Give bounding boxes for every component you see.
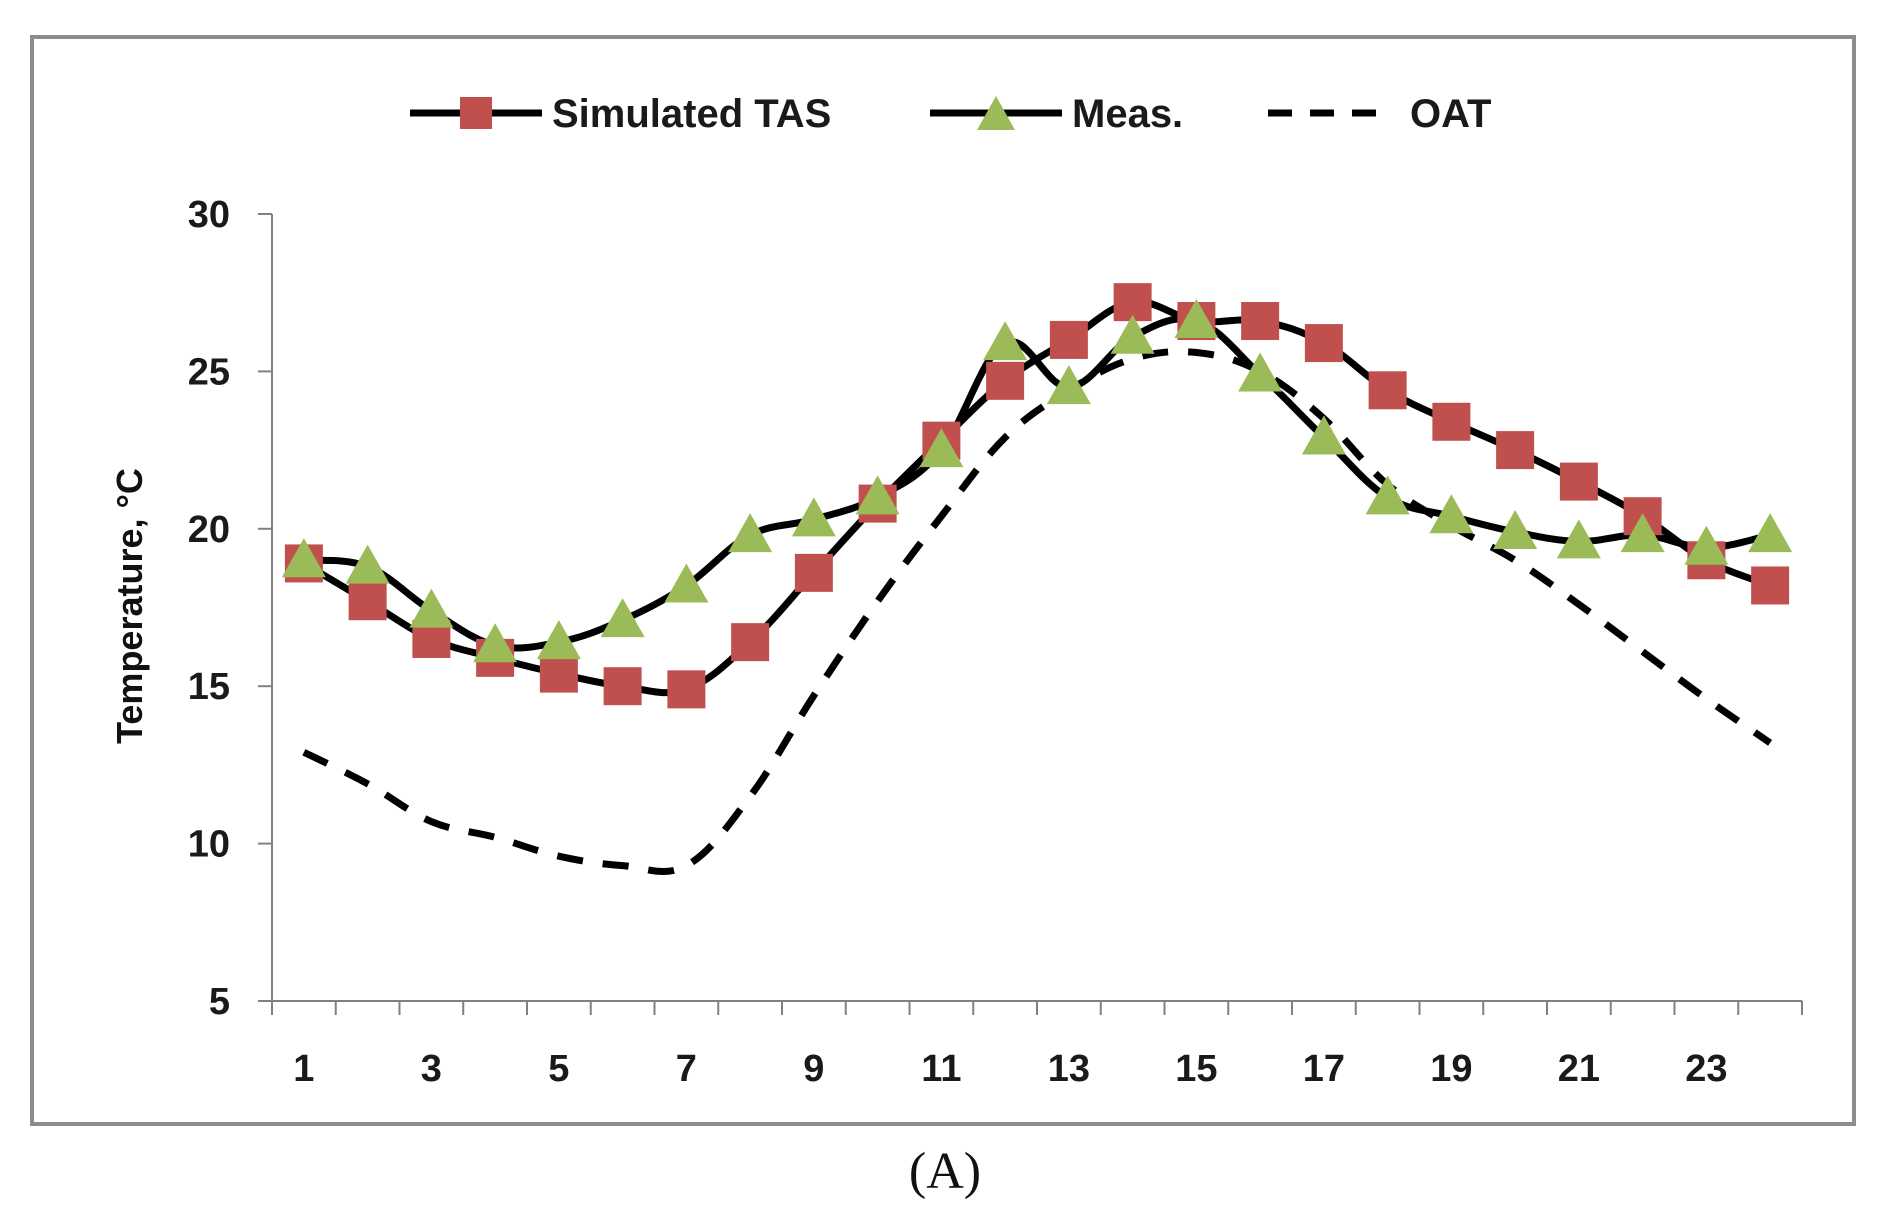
legend-label-simulated-tas: Simulated TAS [552, 92, 831, 136]
meas-point [473, 623, 518, 663]
legend-label-oat: OAT [1410, 92, 1491, 136]
simulated-tas-point [603, 667, 642, 706]
y-tick-label: 30 [188, 194, 230, 236]
meas-point [1556, 519, 1601, 559]
x-tick-label: 3 [421, 1048, 442, 1090]
y-tick-label: 15 [188, 666, 230, 708]
legend-triangle-marker [977, 96, 1015, 130]
meas-point [345, 544, 390, 584]
meas-point [1684, 525, 1729, 565]
legend-label-meas: Meas. [1072, 92, 1183, 136]
y-tick-label: 20 [188, 509, 230, 551]
simulated-tas-point [1496, 431, 1535, 470]
figure-caption: (A) [909, 1143, 981, 1200]
meas-point [1238, 352, 1283, 392]
series-markers [281, 283, 1793, 709]
meas-point [1429, 494, 1474, 534]
y-tick-label: 5 [209, 981, 230, 1023]
simulated-tas-point [348, 582, 387, 621]
meas-point [1493, 509, 1538, 549]
x-tick-label: 23 [1685, 1048, 1727, 1090]
simulated-tas-point [1368, 371, 1407, 410]
x-tick-label: 19 [1430, 1048, 1472, 1090]
y-tick-label: 10 [188, 824, 230, 866]
x-tick-label: 1 [293, 1048, 314, 1090]
meas-point [728, 513, 773, 553]
simulated-tas-point [539, 654, 578, 693]
meas-point [1748, 513, 1793, 553]
meas-point [1174, 299, 1219, 339]
simulated-tas-point [731, 623, 770, 662]
meas-point [281, 538, 326, 578]
meas-point [919, 428, 964, 468]
meas-point [664, 563, 709, 603]
simulated-tas-point [794, 553, 833, 592]
y-axis-title: Temperature, °C [109, 468, 150, 744]
y-tick-label: 25 [188, 351, 230, 393]
legend-item-simulated-tas: Simulated TAS [410, 92, 831, 136]
series-line-oat [302, 348, 1773, 876]
x-tick-label: 11 [921, 1048, 961, 1090]
legend-square-marker [460, 97, 492, 129]
x-tick-label: 5 [548, 1048, 569, 1090]
simulated-tas-point [1049, 320, 1088, 359]
legend-item-oat: OAT [1268, 92, 1491, 136]
meas-point [1365, 475, 1410, 515]
simulated-tas-point [1559, 462, 1598, 501]
meas-point [1620, 513, 1665, 553]
simulated-tas-point [1304, 324, 1343, 363]
meas-point [409, 588, 454, 628]
x-tick-label: 7 [676, 1048, 697, 1090]
meas-point [1046, 365, 1091, 405]
meas-point [600, 598, 645, 638]
legend: Simulated TAS Meas. OAT [410, 92, 1491, 136]
meas-point [983, 321, 1028, 361]
x-tick-label: 9 [803, 1048, 824, 1090]
simulated-tas-point [1241, 302, 1280, 341]
simulated-tas-point [667, 670, 706, 709]
legend-item-meas: Meas. [930, 92, 1183, 136]
meas-point [791, 497, 836, 537]
x-tick-label: 17 [1303, 1048, 1345, 1090]
meas-point [1301, 415, 1346, 455]
x-tick-label: 13 [1048, 1048, 1090, 1090]
simulated-tas-point [986, 361, 1025, 400]
meas-point [855, 475, 900, 515]
simulated-tas-point [1751, 566, 1790, 605]
meas-point [1110, 314, 1155, 354]
meas-point [536, 620, 581, 660]
x-tick-label: 15 [1175, 1048, 1217, 1090]
simulated-tas-point [1432, 402, 1471, 441]
x-tick-label: 21 [1558, 1048, 1600, 1090]
